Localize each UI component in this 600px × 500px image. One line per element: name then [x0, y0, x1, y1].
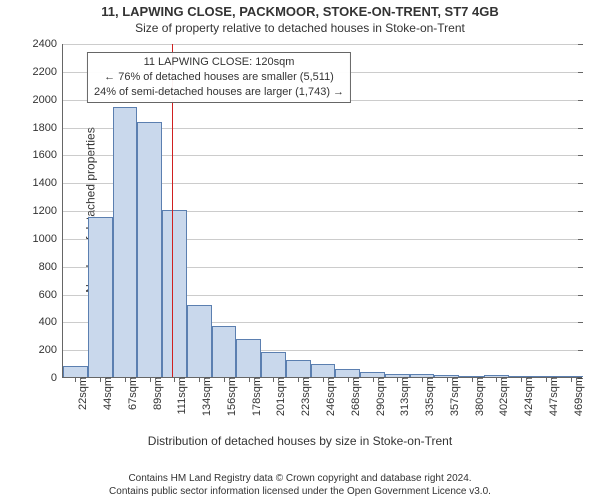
page-title: 11, LAPWING CLOSE, PACKMOOR, STOKE-ON-TR…: [0, 0, 600, 19]
xtick-label: 424sqm: [517, 377, 535, 416]
histogram-bar: [162, 210, 187, 377]
xtick-label: 44sqm: [96, 377, 114, 410]
xtick-label: 290sqm: [369, 377, 387, 416]
ytick-label: 200: [39, 344, 63, 356]
ytick-label: 1800: [33, 122, 63, 134]
ytick-mark: [578, 350, 583, 351]
ytick-label: 1600: [33, 149, 63, 161]
histogram-bar: [63, 366, 88, 377]
ytick-label: 0: [51, 372, 63, 384]
ytick-mark: [578, 239, 583, 240]
ytick-mark: [578, 183, 583, 184]
histogram-bar: [187, 305, 212, 377]
ytick-mark: [578, 128, 583, 129]
page-subtitle: Size of property relative to detached ho…: [0, 19, 600, 35]
histogram-bar: [236, 339, 261, 377]
footer-line-2: Contains public sector information licen…: [0, 485, 600, 498]
ytick-mark: [578, 155, 583, 156]
xtick-label: 380sqm: [468, 377, 486, 416]
xtick-label: 447sqm: [542, 377, 560, 416]
ytick-label: 2000: [33, 94, 63, 106]
xtick-label: 22sqm: [71, 377, 89, 410]
xtick-label: 246sqm: [319, 377, 337, 416]
annotation-box: 11 LAPWING CLOSE: 120sqm← 76% of detache…: [87, 52, 351, 103]
xtick-label: 67sqm: [121, 377, 139, 410]
ytick-label: 800: [39, 261, 63, 273]
histogram-plot: 0200400600800100012001400160018002000220…: [62, 44, 582, 378]
histogram-bar: [113, 107, 138, 377]
ytick-mark: [578, 267, 583, 268]
histogram-bar: [88, 217, 113, 377]
xtick-label: 89sqm: [146, 377, 164, 410]
xtick-label: 201sqm: [269, 377, 287, 416]
histogram-bar: [261, 352, 286, 377]
xtick-label: 335sqm: [418, 377, 436, 416]
xtick-label: 357sqm: [443, 377, 461, 416]
histogram-bar: [137, 122, 162, 377]
histogram-bar: [335, 369, 360, 377]
histogram-bar: [212, 326, 237, 377]
ytick-label: 600: [39, 289, 63, 301]
xtick-label: 268sqm: [344, 377, 362, 416]
xtick-label: 111sqm: [170, 377, 188, 415]
ytick-label: 1000: [33, 233, 63, 245]
footer-attribution: Contains HM Land Registry data © Crown c…: [0, 472, 600, 498]
ytick-mark: [578, 322, 583, 323]
xtick-label: 156sqm: [220, 377, 238, 416]
ytick-label: 2400: [33, 38, 63, 50]
histogram-bar: [311, 364, 336, 377]
histogram-bar: [286, 360, 311, 377]
ytick-mark: [578, 44, 583, 45]
annotation-line: ← 76% of detached houses are smaller (5,…: [94, 70, 344, 85]
ytick-label: 1200: [33, 205, 63, 217]
footer-line-1: Contains HM Land Registry data © Crown c…: [0, 472, 600, 485]
ytick-mark: [578, 295, 583, 296]
xtick-label: 313sqm: [393, 377, 411, 416]
xtick-label: 178sqm: [245, 377, 263, 416]
xtick-label: 223sqm: [294, 377, 312, 416]
ytick-label: 400: [39, 316, 63, 328]
gridline: [63, 44, 582, 45]
ytick-mark: [578, 211, 583, 212]
annotation-line: 24% of semi-detached houses are larger (…: [94, 85, 344, 100]
xtick-label: 134sqm: [195, 377, 213, 416]
ytick-mark: [578, 72, 583, 73]
annotation-line: 11 LAPWING CLOSE: 120sqm: [94, 55, 344, 70]
xtick-label: 402sqm: [492, 377, 510, 416]
x-axis-label: Distribution of detached houses by size …: [0, 434, 600, 448]
xtick-label: 469sqm: [567, 377, 585, 416]
ytick-mark: [578, 100, 583, 101]
ytick-label: 1400: [33, 177, 63, 189]
ytick-label: 2200: [33, 66, 63, 78]
